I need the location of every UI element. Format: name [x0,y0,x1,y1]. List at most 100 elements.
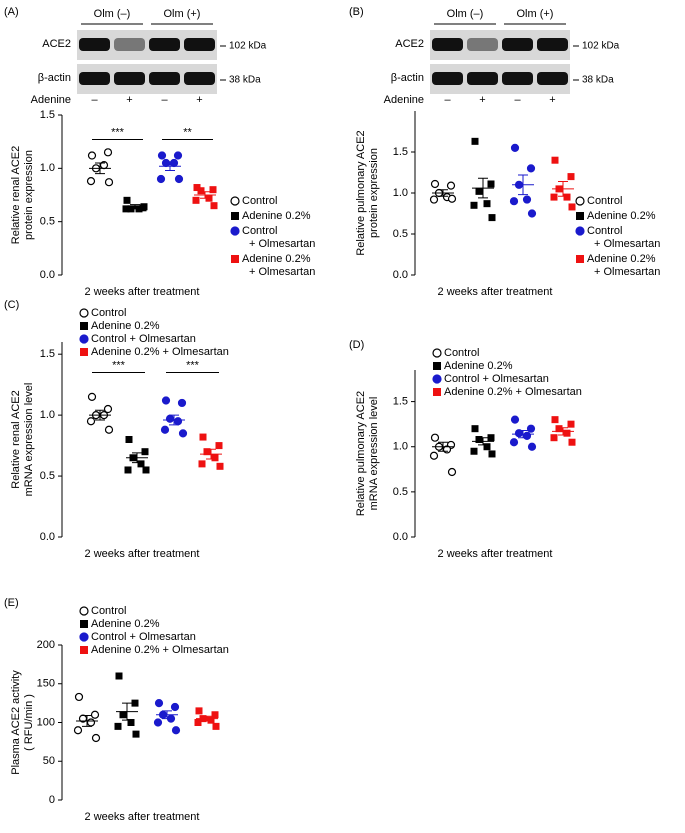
y-tick-label: 1.0 [393,441,408,453]
point [142,466,150,474]
legend-line: Control [587,225,622,237]
y-tick-label: 0 [49,794,55,806]
blot-sign: – [91,94,98,106]
point [487,434,495,442]
point [563,429,571,437]
sem-bar [478,177,488,199]
point [193,184,201,192]
point [568,438,576,446]
y-tick-label: 100 [37,716,55,728]
panel-label: (C) [4,299,19,311]
point [195,707,203,715]
y-axis-label: Plasma ACE2 activity( RFU/min ) [10,670,35,775]
point [447,194,457,203]
legend-marker [80,348,88,356]
point [211,454,219,462]
point [483,200,491,208]
legend-marker [79,334,89,344]
point [215,442,223,450]
blot-band [79,38,110,51]
point [203,448,211,456]
point [429,451,439,460]
blot-band [537,72,568,85]
blot-band [149,72,180,85]
legend-line: Control [242,225,277,237]
point [522,431,532,440]
point [475,436,483,444]
y-tick-label: 0.5 [393,228,408,240]
blot-group: Olm (–) [447,8,484,20]
panel-label: (E) [4,597,19,609]
sig-label: *** [186,359,200,371]
point [178,429,188,438]
sem-bar [518,429,528,439]
sem-bar [130,204,140,210]
legend-marker [80,620,88,628]
y-tick-label: 1.0 [393,187,408,199]
legend-label: Adenine 0.2% + Olmesartan [91,346,229,358]
y-label-line: Relative pulmonary ACE2 [355,391,367,516]
sig-label: *** [112,359,126,371]
legend-label: Adenine 0.2% + Olmesartan [91,644,229,656]
legend-label: Adenine 0.2% + Olmesartan [587,253,660,278]
kda-label: 38 kDa [229,75,261,86]
y-label-line: Plasma ACE2 activity [10,670,22,775]
blot-row-label: Adenine [384,94,424,106]
blot-band [184,72,215,85]
blot-row-label: ACE2 [395,38,424,50]
y-label-line: Relative renal ACE2 [10,146,22,244]
y-tick-label: 0.0 [40,269,55,281]
y-label-line: mRNA expression level [23,383,35,497]
legend-label: Control [91,307,126,319]
point [173,151,183,160]
point [154,699,164,708]
point [551,416,559,424]
point [131,699,139,707]
point [114,722,122,730]
point [563,193,571,201]
legend-marker [231,212,239,220]
legend-label: Control + Olmesartan [587,225,660,250]
x-axis-label: 2 weeks after treatment [438,548,553,560]
point [124,466,132,474]
blot-band [432,72,463,85]
blot-sign: + [549,94,555,106]
point [447,467,457,477]
point [567,173,575,181]
legend-marker [432,348,442,358]
point [510,415,520,424]
legend-line: + Olmesartan [249,238,315,250]
point [194,719,202,726]
point [90,710,100,719]
sem-bar [518,174,528,196]
kda-label: 102 kDa [582,41,620,52]
legend-line: Adenine 0.2% [242,253,311,265]
legend-label: Adenine 0.2% [444,360,513,372]
point [509,438,519,447]
legend-marker [79,632,89,642]
legend-label: Adenine 0.2% + Olmesartan [242,253,315,278]
sem-bar [169,414,179,426]
point [103,148,113,157]
point [470,447,478,455]
legend-label: Adenine 0.2% [242,210,311,222]
blot-sign: + [126,94,132,106]
point [104,178,114,187]
legend-marker [433,388,441,396]
kda-label: 38 kDa [582,75,614,86]
panel-label: (B) [349,6,364,18]
sem-bar [558,181,568,197]
panel-label: (D) [349,339,364,351]
point [165,414,175,423]
legend-label: Adenine 0.2% [587,210,656,222]
legend-marker [230,226,240,236]
point [170,702,180,712]
point [488,214,496,222]
legend-label: Control + Olmesartan [444,373,549,385]
blot-band [502,72,533,85]
point [568,203,576,211]
y-tick-label: 0.0 [40,531,55,543]
blot-sign: + [196,94,202,106]
point [522,195,532,204]
point [103,404,113,414]
